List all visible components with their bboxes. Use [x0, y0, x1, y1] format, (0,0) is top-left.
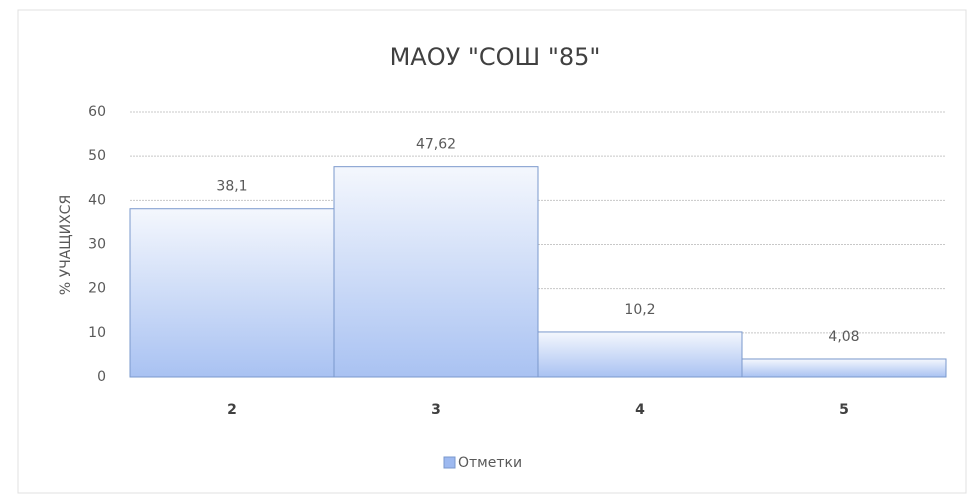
y-tick-label: 50	[88, 148, 106, 164]
legend-label: Отметки	[458, 455, 522, 471]
chart-title: МАОУ "СОШ "85"	[390, 43, 601, 71]
bar	[129, 208, 335, 378]
bar	[333, 166, 539, 378]
x-tick-label: 2	[227, 402, 237, 418]
y-tick-label: 60	[88, 104, 106, 120]
y-tick-label: 10	[88, 325, 106, 341]
value-label: 47,62	[416, 137, 456, 153]
value-label: 38,1	[216, 179, 247, 195]
y-tick-label: 30	[88, 237, 106, 253]
bar	[537, 331, 743, 378]
bar	[741, 358, 947, 378]
value-label: 10,2	[624, 302, 655, 318]
value-label: 4,08	[828, 329, 859, 345]
x-tick-label: 4	[635, 402, 645, 418]
y-tick-label: 0	[97, 369, 106, 385]
x-tick-label: 5	[839, 402, 849, 418]
x-tick-label: 3	[431, 402, 441, 418]
y-axis-label: % УЧАЩИХСЯ	[58, 195, 74, 295]
legend-swatch	[443, 456, 456, 469]
y-tick-label: 40	[88, 192, 106, 208]
y-tick-label: 20	[88, 281, 106, 297]
